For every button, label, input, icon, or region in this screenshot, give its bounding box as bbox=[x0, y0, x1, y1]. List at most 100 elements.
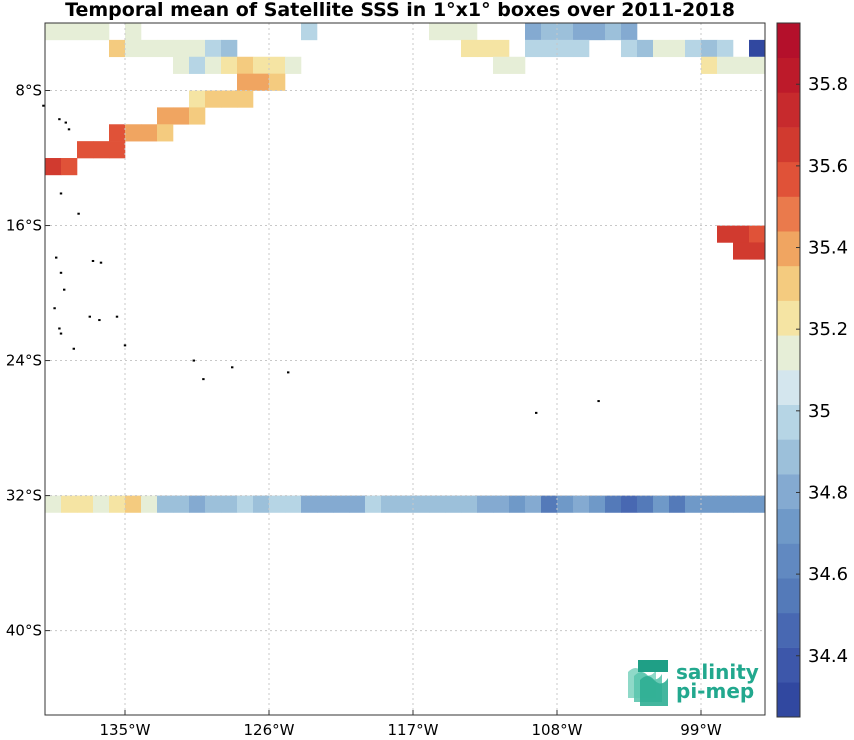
colorbar-segment bbox=[777, 265, 800, 301]
sss-cell bbox=[717, 56, 734, 74]
colorbar-tick-label: 35.6 bbox=[808, 156, 848, 177]
sss-cell bbox=[157, 107, 174, 125]
colorbar-tick-label: 35.2 bbox=[808, 319, 848, 340]
sss-cell bbox=[61, 495, 78, 513]
sss-cell bbox=[77, 141, 94, 159]
sss-cell bbox=[669, 39, 686, 58]
colorbar-segment bbox=[777, 578, 800, 614]
colorbar-segment bbox=[777, 231, 800, 267]
sss-cell bbox=[733, 56, 750, 74]
sss-cell bbox=[461, 23, 478, 41]
sss-cell bbox=[669, 495, 686, 513]
salinity-pi-mep-logo: salinity pi-mep bbox=[628, 660, 759, 706]
island bbox=[59, 332, 63, 335]
sss-cell bbox=[733, 225, 750, 243]
island bbox=[53, 307, 56, 310]
sss-cell bbox=[61, 158, 78, 176]
sss-cell bbox=[557, 39, 574, 58]
sss-cell bbox=[189, 56, 206, 74]
sss-cell bbox=[605, 495, 622, 513]
sss-cell bbox=[621, 39, 638, 58]
sss-cell bbox=[573, 39, 590, 58]
sss-cell bbox=[573, 495, 590, 513]
sss-cell bbox=[365, 495, 382, 513]
sss-cell bbox=[429, 495, 446, 513]
sss-cell bbox=[141, 39, 158, 58]
sss-cell bbox=[541, 495, 558, 513]
sss-cell bbox=[429, 23, 446, 41]
map-frame bbox=[44, 22, 766, 716]
sss-cell bbox=[461, 495, 478, 513]
sss-cell bbox=[349, 495, 366, 513]
sss-cells bbox=[45, 23, 766, 513]
sss-cell bbox=[237, 73, 254, 91]
sss-cell bbox=[157, 39, 174, 58]
sss-cell bbox=[157, 495, 174, 513]
colorbar-segment bbox=[777, 404, 800, 440]
sss-cell bbox=[221, 39, 238, 58]
sss-cell bbox=[525, 23, 542, 41]
sss-cell bbox=[269, 73, 286, 91]
sss-cell bbox=[653, 39, 670, 58]
sss-cell bbox=[445, 495, 462, 513]
y-axis-ticks: 8°S 16°S 24°S 32°S 40°S bbox=[6, 82, 50, 640]
sss-cell bbox=[461, 39, 478, 58]
sss-cell bbox=[173, 56, 190, 74]
sss-cell bbox=[253, 495, 270, 513]
sss-cell bbox=[205, 56, 222, 74]
island bbox=[58, 327, 61, 330]
sss-cell bbox=[733, 242, 750, 260]
colorbar-tick-label: 35.8 bbox=[808, 74, 848, 95]
sss-cell bbox=[237, 90, 254, 108]
sss-cell bbox=[253, 73, 270, 91]
sss-cell bbox=[685, 39, 702, 58]
colorbar-segment bbox=[777, 57, 800, 93]
sss-cell bbox=[189, 495, 206, 513]
colorbar-segment bbox=[777, 370, 800, 405]
sss-cell bbox=[157, 124, 174, 142]
island bbox=[231, 366, 234, 369]
sss-cell bbox=[61, 23, 78, 41]
sss-cell bbox=[701, 495, 718, 513]
sss-cell bbox=[397, 495, 414, 513]
colorbar-tick-label: 34.6 bbox=[808, 564, 848, 585]
sss-cell bbox=[493, 56, 510, 74]
island bbox=[535, 411, 538, 414]
sss-cell bbox=[653, 495, 670, 513]
colorbar-segment bbox=[777, 161, 800, 197]
island bbox=[192, 359, 195, 362]
island bbox=[287, 371, 290, 374]
colorbar-segment bbox=[777, 23, 800, 58]
y-tick-label: 40°S bbox=[6, 622, 42, 640]
sss-cell bbox=[685, 495, 702, 513]
island bbox=[597, 400, 600, 403]
island bbox=[99, 261, 103, 264]
sss-cell bbox=[333, 495, 350, 513]
island bbox=[77, 212, 80, 215]
logo-line2: pi-mep bbox=[676, 679, 754, 703]
sss-cell bbox=[733, 495, 750, 513]
sss-cell bbox=[477, 39, 494, 58]
sss-cell bbox=[749, 495, 766, 513]
sss-cell bbox=[125, 124, 142, 142]
sss-cell bbox=[749, 225, 766, 243]
colorbar-segment bbox=[777, 439, 800, 475]
sss-cell bbox=[221, 56, 238, 74]
sss-cell bbox=[141, 124, 158, 142]
colorbar-segment bbox=[777, 92, 800, 128]
colorbar: 34.4 34.6 34.8 35 35.2 35.4 35.6 35.8 bbox=[776, 22, 848, 718]
wave-logo-icon bbox=[628, 660, 668, 706]
sss-cell bbox=[749, 242, 766, 260]
x-tick-label: 135°W bbox=[100, 721, 151, 739]
sss-cell bbox=[45, 23, 62, 41]
sss-cell bbox=[749, 56, 766, 74]
sss-cell bbox=[701, 56, 718, 74]
island bbox=[91, 259, 95, 262]
sss-cell bbox=[301, 23, 318, 41]
y-tick-label: 8°S bbox=[15, 82, 42, 100]
sss-cell bbox=[205, 90, 222, 108]
sss-cell bbox=[221, 90, 238, 108]
x-tick-label: 126°W bbox=[244, 721, 295, 739]
y-tick-label: 16°S bbox=[6, 217, 42, 235]
sss-cell bbox=[125, 23, 142, 41]
